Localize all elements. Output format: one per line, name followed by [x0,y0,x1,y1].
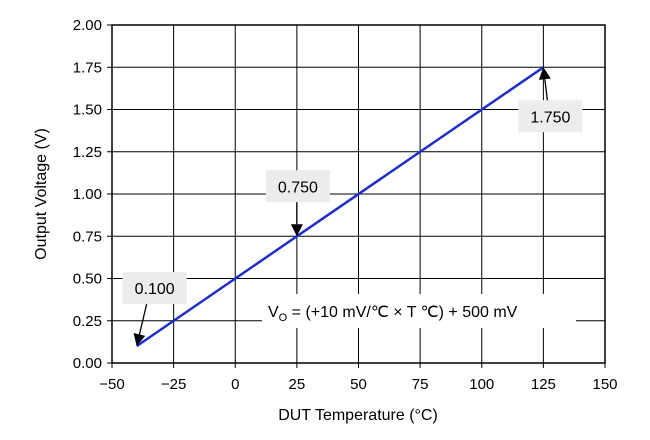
annotation-box [265,170,330,203]
annotation-arrow-head [290,224,303,237]
annotation-box [518,100,583,133]
x-tick-label: 25 [289,376,306,393]
x-tick-label: 100 [469,376,494,393]
y-tick-label: 0.50 [73,271,102,288]
x-axis-title: DUT Temperature (°C) [278,407,438,424]
y-tick-label: 0.00 [73,355,102,372]
x-tick-label: 75 [412,376,429,393]
annotation-arrow-line [544,79,549,101]
series-line [135,66,545,348]
x-tick-label: −25 [161,376,186,393]
x-tick-label: 150 [592,376,617,393]
annotation-arrow-head [538,67,551,80]
formula-subscript: O [279,312,288,324]
annotation: 0.750 [265,170,330,237]
y-tick-label: 2.00 [73,17,102,34]
y-tick-label: 0.25 [73,313,102,330]
annotation: 0.100 [122,272,187,347]
formula-prefix: V [268,304,279,321]
formula-label: VO = (+10 mV/℃ × T ℃) + 500 mV [268,304,518,324]
y-tick-label: 0.75 [73,228,102,245]
annotation-arrow-head [133,333,146,347]
y-axis-title: Output Voltage (V) [33,128,50,260]
x-tick-label: −50 [99,376,124,393]
annotation-label: 0.750 [278,179,318,196]
annotation: 1.750 [518,67,583,133]
x-axis-ticks: −50 −25 0 25 50 75 100 125 150 [99,363,618,393]
formula-background [262,294,576,328]
x-tick-label: 50 [350,376,367,393]
y-tick-label: 1.50 [73,102,102,119]
annotation-label: 1.750 [530,109,570,126]
y-tick-label: 1.25 [73,144,102,161]
annotations: 0.100 0.750 1.750 [122,67,583,347]
formula-rest: = (+10 mV/℃ × T ℃) + 500 mV [287,304,517,321]
annotation-arrow-line [138,303,148,335]
series-layer [135,66,545,348]
annotation-label: 0.100 [135,281,175,298]
x-tick-label: 0 [231,376,239,393]
y-tick-label: 1.00 [73,186,102,203]
y-axis-ticks: 0.00 0.25 0.50 0.75 1.00 1.25 1.50 1.75 2.00 [73,17,112,372]
annotation-box [122,272,187,305]
formula-box: VO = (+10 mV/℃ × T ℃) + 500 mV [262,294,576,328]
x-tick-label: 125 [531,376,556,393]
y-tick-label: 1.75 [73,59,102,76]
